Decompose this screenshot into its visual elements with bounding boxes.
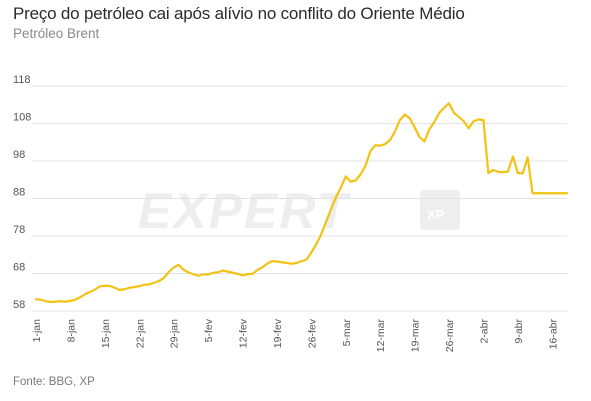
x-tick-label: 8-jan xyxy=(65,319,77,343)
watermark-text: EXPERT xyxy=(138,183,352,239)
watermark: EXPERT XP xyxy=(138,183,460,239)
x-tick-label: 16-abr xyxy=(547,319,559,350)
source-note: Fonte: BBG, XP xyxy=(13,376,95,388)
x-tick-label: 29-jan xyxy=(169,319,181,348)
x-tick-label: 9-abr xyxy=(513,319,525,344)
watermark-badge xyxy=(420,190,460,230)
x-tick-label: 22-jan xyxy=(134,319,146,348)
y-tick-label: 58 xyxy=(13,299,25,311)
x-tick-label: 19-fev xyxy=(272,318,284,348)
y-tick-label: 88 xyxy=(13,187,25,199)
y-tick-label: 108 xyxy=(13,112,31,124)
x-tick-label: 12-fev xyxy=(238,318,250,348)
x-tick-label: 19-mar xyxy=(410,319,422,353)
y-tick-label: 68 xyxy=(13,262,25,274)
x-tick-label: 26-mar xyxy=(444,319,456,353)
y-tick-label: 78 xyxy=(13,224,25,236)
chart-subtitle: Petróleo Brent xyxy=(13,26,100,41)
x-axis-ticks: 1-jan 8-jan 15-jan 22-jan 29-jan 5-fev 12-fev 1… xyxy=(31,318,559,352)
x-tick-label: 26-fev xyxy=(306,318,318,348)
series-line-brent xyxy=(34,102,569,304)
x-tick-label: 12-mar xyxy=(375,319,387,353)
grid xyxy=(32,85,567,312)
y-tick-label: 98 xyxy=(13,149,25,161)
x-tick-label: 15-jan xyxy=(100,319,112,348)
x-tick-label: 2-abr xyxy=(478,319,490,344)
watermark-badge-text: XP xyxy=(427,207,445,222)
x-tick-label: 5-fev xyxy=(203,318,215,342)
series xyxy=(34,102,569,304)
x-tick-label: 5-mar xyxy=(341,318,353,346)
x-tick-label: 1-jan xyxy=(31,319,43,343)
chart-title: Preço do petróleo cai após alívio no con… xyxy=(13,4,465,23)
y-axis-ticks: 58 68 78 88 98 108 118 xyxy=(13,74,31,311)
y-tick-label: 118 xyxy=(13,74,31,86)
